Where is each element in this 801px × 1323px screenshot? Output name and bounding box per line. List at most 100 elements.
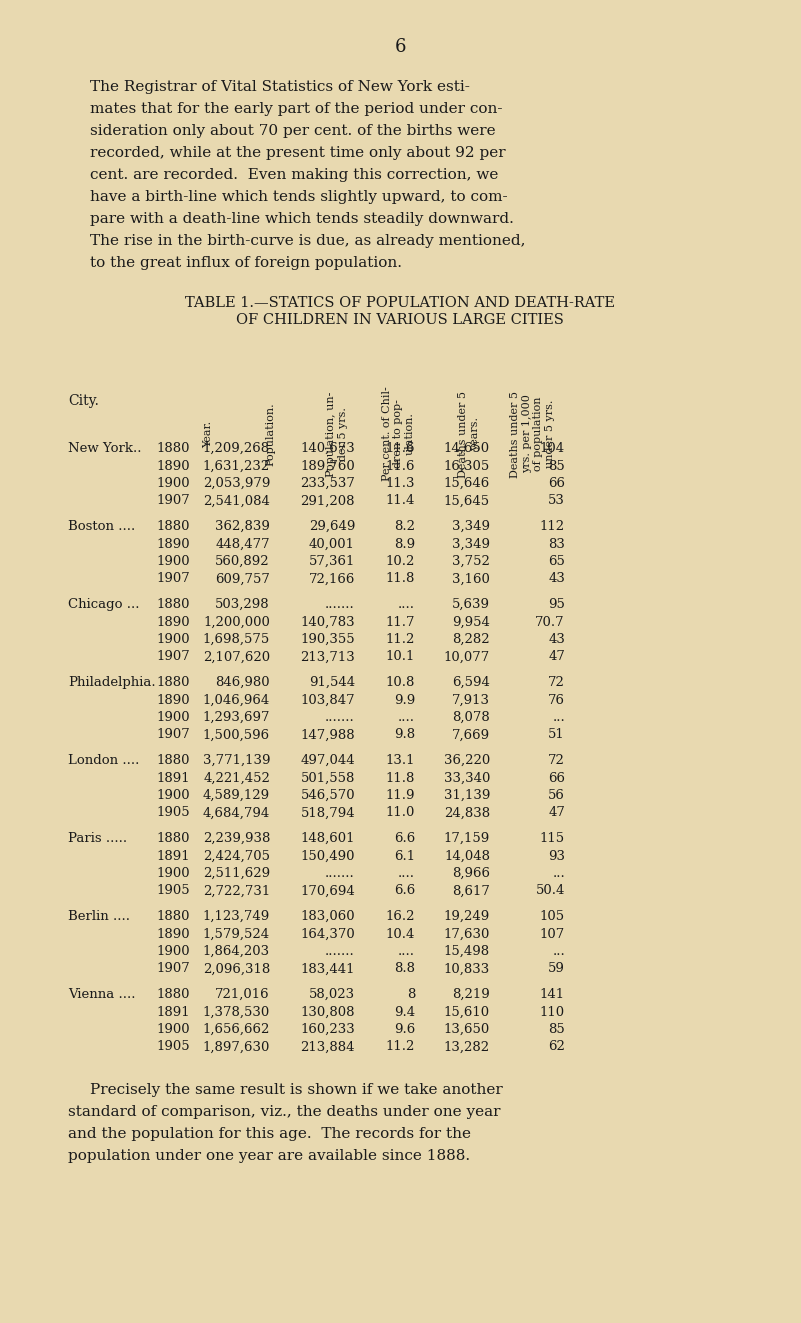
Text: 104: 104 <box>540 442 565 455</box>
Text: Population.: Population. <box>265 402 275 466</box>
Text: 5,639: 5,639 <box>452 598 490 611</box>
Text: 3,349: 3,349 <box>452 537 490 550</box>
Text: 112: 112 <box>540 520 565 533</box>
Text: .......: ....... <box>325 867 355 880</box>
Text: 2,541,084: 2,541,084 <box>203 495 270 508</box>
Text: The rise in the birth-curve is due, as already mentioned,: The rise in the birth-curve is due, as a… <box>90 234 525 247</box>
Text: Deaths under 5
yrs. per 1,000
of population
under 5 yrs.: Deaths under 5 yrs. per 1,000 of populat… <box>510 390 555 478</box>
Text: 85: 85 <box>548 459 565 472</box>
Text: 11.6: 11.6 <box>385 459 415 472</box>
Text: .......: ....... <box>325 945 355 958</box>
Text: 1907: 1907 <box>156 963 190 975</box>
Text: ....: .... <box>398 598 415 611</box>
Text: sideration only about 70 per cent. of the births were: sideration only about 70 per cent. of th… <box>90 124 496 138</box>
Text: 11.4: 11.4 <box>385 495 415 508</box>
Text: 51: 51 <box>548 729 565 741</box>
Text: 72: 72 <box>548 754 565 767</box>
Text: 50.4: 50.4 <box>536 885 565 897</box>
Text: 29,649: 29,649 <box>308 520 355 533</box>
Text: 76: 76 <box>548 693 565 706</box>
Text: 11.8: 11.8 <box>385 771 415 785</box>
Text: 140,673: 140,673 <box>300 442 355 455</box>
Text: 8.2: 8.2 <box>394 520 415 533</box>
Text: 16,305: 16,305 <box>444 459 490 472</box>
Text: 9.8: 9.8 <box>394 729 415 741</box>
Text: 8,617: 8,617 <box>452 885 490 897</box>
Text: 43: 43 <box>548 573 565 586</box>
Text: 40,001: 40,001 <box>309 537 355 550</box>
Text: 609,757: 609,757 <box>215 573 270 586</box>
Text: 14,650: 14,650 <box>444 442 490 455</box>
Text: 11.0: 11.0 <box>385 807 415 819</box>
Text: 2,096,318: 2,096,318 <box>203 963 270 975</box>
Text: Precisely the same result is shown if we take another: Precisely the same result is shown if we… <box>90 1084 503 1097</box>
Text: 213,884: 213,884 <box>300 1040 355 1053</box>
Text: 1880: 1880 <box>156 520 190 533</box>
Text: 1880: 1880 <box>156 754 190 767</box>
Text: TABLE 1.—STATICS OF POPULATION AND DEATH-RATE: TABLE 1.—STATICS OF POPULATION AND DEATH… <box>185 296 615 310</box>
Text: 1,378,530: 1,378,530 <box>203 1005 270 1019</box>
Text: 72: 72 <box>548 676 565 689</box>
Text: 85: 85 <box>548 1023 565 1036</box>
Text: 62: 62 <box>548 1040 565 1053</box>
Text: 107: 107 <box>540 927 565 941</box>
Text: 291,208: 291,208 <box>300 495 355 508</box>
Text: 3,752: 3,752 <box>452 556 490 568</box>
Text: London ....: London .... <box>68 754 139 767</box>
Text: 501,558: 501,558 <box>300 771 355 785</box>
Text: 13,282: 13,282 <box>444 1040 490 1053</box>
Text: 1,897,630: 1,897,630 <box>203 1040 270 1053</box>
Text: 7,913: 7,913 <box>452 693 490 706</box>
Text: 130,808: 130,808 <box>300 1005 355 1019</box>
Text: 15,646: 15,646 <box>444 478 490 490</box>
Text: 57,361: 57,361 <box>308 556 355 568</box>
Text: 2,424,705: 2,424,705 <box>203 849 270 863</box>
Text: ...: ... <box>552 945 565 958</box>
Text: 110: 110 <box>540 1005 565 1019</box>
Text: 1900: 1900 <box>156 789 190 802</box>
Text: 103,847: 103,847 <box>300 693 355 706</box>
Text: ....: .... <box>398 710 415 724</box>
Text: 10.1: 10.1 <box>385 651 415 664</box>
Text: 13.1: 13.1 <box>385 754 415 767</box>
Text: 11.7: 11.7 <box>385 615 415 628</box>
Text: 66: 66 <box>548 478 565 490</box>
Text: population under one year are available since 1888.: population under one year are available … <box>68 1148 470 1163</box>
Text: 2,053,979: 2,053,979 <box>203 478 270 490</box>
Text: 4,221,452: 4,221,452 <box>203 771 270 785</box>
Text: 9.9: 9.9 <box>394 693 415 706</box>
Text: 213,713: 213,713 <box>300 651 355 664</box>
Text: 1890: 1890 <box>156 693 190 706</box>
Text: .......: ....... <box>325 598 355 611</box>
Text: 8,078: 8,078 <box>453 710 490 724</box>
Text: New York..: New York.. <box>68 442 142 455</box>
Text: 1,200,000: 1,200,000 <box>203 615 270 628</box>
Text: 9.4: 9.4 <box>394 1005 415 1019</box>
Text: 183,060: 183,060 <box>300 910 355 923</box>
Text: mates that for the early part of the period under con-: mates that for the early part of the per… <box>90 102 502 116</box>
Text: 9.6: 9.6 <box>394 1023 415 1036</box>
Text: Boston ....: Boston .... <box>68 520 135 533</box>
Text: 1880: 1880 <box>156 442 190 455</box>
Text: 140,783: 140,783 <box>300 615 355 628</box>
Text: 9,954: 9,954 <box>452 615 490 628</box>
Text: 1900: 1900 <box>156 556 190 568</box>
Text: 10,833: 10,833 <box>444 963 490 975</box>
Text: 10.4: 10.4 <box>385 927 415 941</box>
Text: 72,166: 72,166 <box>308 573 355 586</box>
Text: 8,219: 8,219 <box>453 988 490 1002</box>
Text: and the population for this age.  The records for the: and the population for this age. The rec… <box>68 1127 471 1140</box>
Text: 1880: 1880 <box>156 832 190 845</box>
Text: 105: 105 <box>540 910 565 923</box>
Text: 1,656,662: 1,656,662 <box>203 1023 270 1036</box>
Text: 2,722,731: 2,722,731 <box>203 885 270 897</box>
Text: Chicago ...: Chicago ... <box>68 598 139 611</box>
Text: 170,694: 170,694 <box>300 885 355 897</box>
Text: 1890: 1890 <box>156 615 190 628</box>
Text: have a birth-line which tends slightly upward, to com-: have a birth-line which tends slightly u… <box>90 191 508 204</box>
Text: 147,988: 147,988 <box>300 729 355 741</box>
Text: 17,159: 17,159 <box>444 832 490 845</box>
Text: City.: City. <box>68 394 99 407</box>
Text: 1900: 1900 <box>156 632 190 646</box>
Text: 47: 47 <box>548 651 565 664</box>
